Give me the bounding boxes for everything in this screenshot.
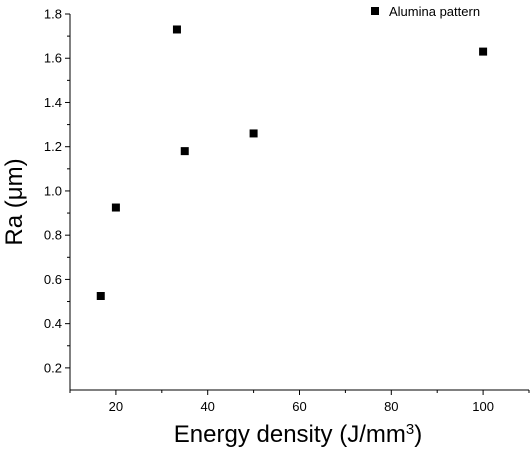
x-tick-label: 100 <box>472 399 494 414</box>
y-tick-label: 1.6 <box>44 51 62 66</box>
y-tick-label: 0.6 <box>44 272 62 287</box>
data-point <box>111 203 120 212</box>
x-tick-label: 40 <box>200 399 214 414</box>
data-point <box>96 292 105 300</box>
data-point <box>180 147 189 156</box>
y-tick-label: 1.4 <box>44 95 62 110</box>
y-tick-label: 1.0 <box>44 183 62 198</box>
y-tick-label: 0.8 <box>44 228 62 243</box>
y-tick-label: 0.4 <box>44 316 62 331</box>
x-tick-label: 60 <box>292 399 306 414</box>
y-tick-label: 0.2 <box>44 360 62 375</box>
legend-label: Alumina pattern <box>389 4 480 19</box>
x-tick-label: 20 <box>109 399 123 414</box>
legend: Alumina pattern <box>371 4 480 19</box>
data-point <box>479 47 488 56</box>
x-tick-label: 80 <box>384 399 398 414</box>
data-point <box>249 129 258 138</box>
y-axis-ticks: 0.2 0.4 0.6 0.8 1.0 1.2 1.4 1.6 1.8 <box>44 7 70 375</box>
y-axis-title: Ra (μm) <box>1 158 28 245</box>
y-tick-label: 1.2 <box>44 139 62 154</box>
x-axis-title: Energy density (J/mm3) <box>174 421 422 449</box>
y-tick-label: 1.8 <box>44 7 62 22</box>
data-points <box>96 25 488 300</box>
x-axis-ticks: 20 40 60 80 100 <box>69 390 530 414</box>
legend-marker <box>371 7 379 15</box>
data-point <box>172 25 181 34</box>
